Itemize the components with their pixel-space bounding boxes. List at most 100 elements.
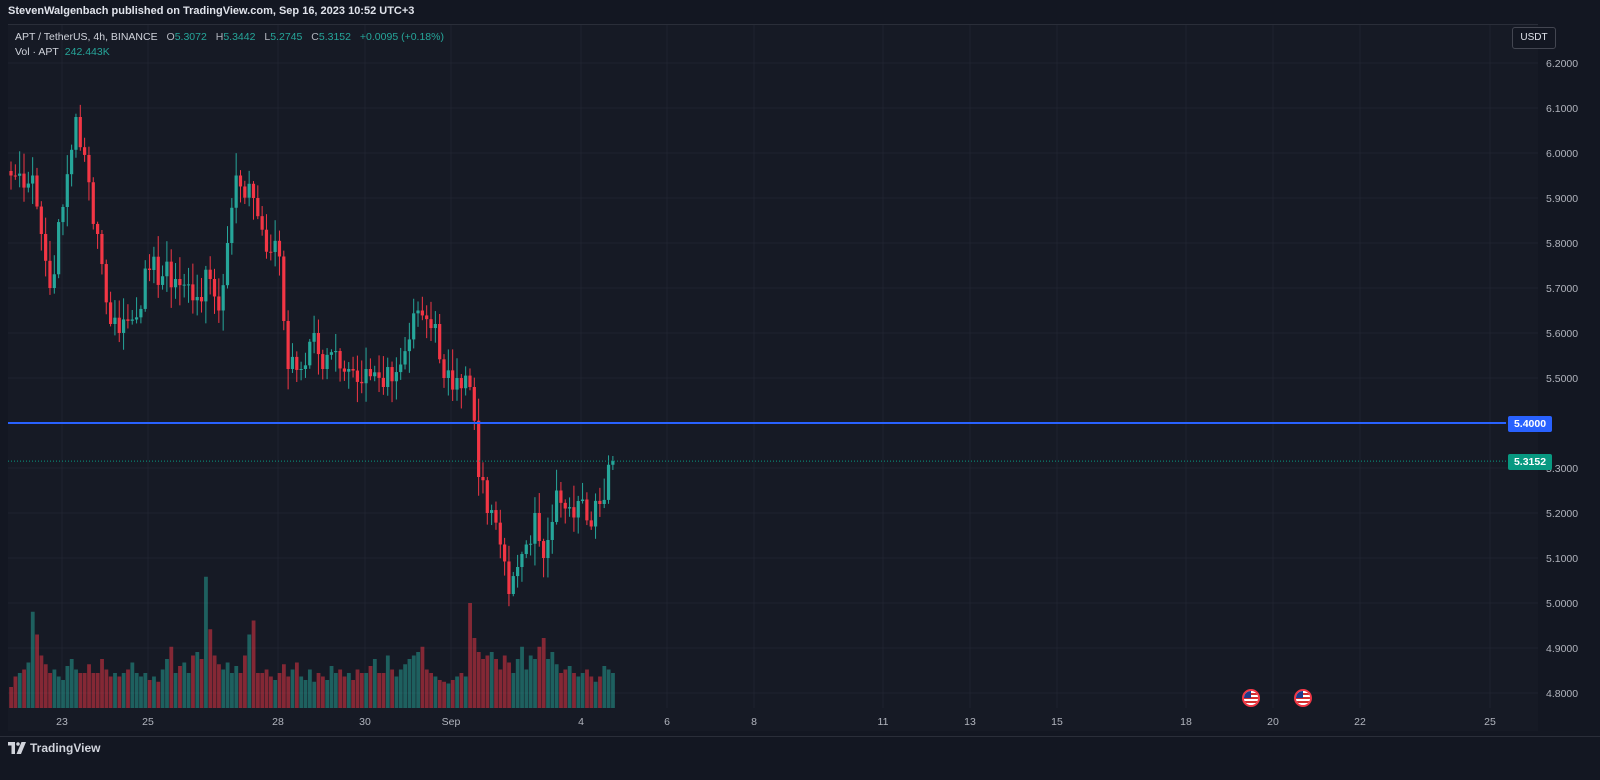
- symbol-label[interactable]: APT / TetherUS, 4h, BINANCE: [15, 31, 158, 43]
- volume-bar: [286, 676, 291, 708]
- volume-bar: [359, 673, 364, 708]
- us-flag-icon[interactable]: [1294, 689, 1312, 707]
- volume-bar: [91, 673, 96, 708]
- volume-bar: [139, 676, 143, 708]
- candle-body: [381, 377, 385, 387]
- candle-body: [420, 310, 424, 316]
- publisher-text: StevenWalgenbach published on TradingVie…: [8, 5, 415, 17]
- candlestick-chart[interactable]: 6.2000 6.1000 6.0000 5.9000 5.8000 5.7000 5.60…: [0, 0, 1600, 736]
- candle-body: [165, 261, 169, 277]
- open-value: 5.3072: [174, 31, 207, 43]
- candle-body: [264, 229, 269, 252]
- y-tick-label: 5.2000: [1546, 508, 1578, 520]
- volume-bar: [498, 669, 503, 708]
- y-tick-label: 5.1000: [1546, 553, 1578, 565]
- y-tick-label: 4.9000: [1546, 643, 1578, 655]
- candle-body: [308, 341, 312, 366]
- tradingview-logo[interactable]: TradingView: [8, 739, 100, 757]
- currency-button[interactable]: USDT: [1512, 27, 1556, 49]
- x-tick-label: 15: [1051, 716, 1063, 728]
- volume-bar: [273, 680, 278, 708]
- candle-body: [104, 264, 108, 303]
- volume-bar: [69, 659, 74, 708]
- volume-bar: [546, 659, 550, 708]
- candle-body: [303, 365, 308, 369]
- x-tick-label: 20: [1267, 716, 1279, 728]
- volume-bar: [463, 676, 468, 708]
- volume-bar: [9, 687, 13, 708]
- candle-body: [464, 375, 468, 389]
- y-tick-label: 5.9000: [1546, 193, 1578, 205]
- us-flag-icon[interactable]: [1242, 689, 1260, 707]
- volume-bar: [364, 673, 369, 708]
- candle-body: [143, 268, 147, 309]
- volume-bar: [303, 680, 308, 708]
- volume-bar: [134, 673, 139, 708]
- candle-body: [230, 207, 234, 243]
- volume-bar: [537, 646, 542, 708]
- volume-bar: [390, 669, 395, 708]
- candle-body: [243, 186, 247, 198]
- candle-body: [195, 297, 199, 301]
- volume-bar: [17, 673, 22, 708]
- volume-bar: [43, 664, 48, 708]
- candle-body: [247, 183, 251, 198]
- candle-body: [386, 367, 390, 387]
- candle-body: [117, 317, 121, 333]
- x-tick-label: 30: [359, 716, 371, 728]
- volume-bar: [398, 669, 403, 708]
- volume-bar: [160, 669, 165, 708]
- candle-body: [178, 279, 182, 286]
- volume-bar: [74, 669, 78, 708]
- volume-bar: [212, 655, 217, 708]
- volume-bar: [511, 673, 516, 708]
- volume-bar: [563, 669, 568, 708]
- candle-body: [537, 513, 541, 542]
- volume-bar: [494, 659, 498, 708]
- x-tick-label: 6: [664, 716, 670, 728]
- volume-bar: [152, 676, 156, 708]
- candle-body: [108, 302, 113, 324]
- volume-bar: [230, 673, 234, 708]
- volume-bar: [113, 673, 117, 708]
- volume-bar: [108, 676, 113, 708]
- candle-body: [589, 520, 593, 527]
- candle-body: [511, 576, 515, 594]
- volume-bar: [585, 669, 589, 708]
- volume-bar: [281, 664, 286, 708]
- candle-body: [113, 317, 117, 324]
- volume-bar: [61, 680, 65, 708]
- volume-bar: [121, 673, 126, 708]
- y-tick-label: 5.7000: [1546, 283, 1578, 295]
- volume-bar: [606, 669, 611, 708]
- y-tick-label: 6.2000: [1546, 58, 1578, 70]
- candle-body: [338, 351, 342, 369]
- candle-body: [277, 240, 282, 257]
- y-tick-label: 5.6000: [1546, 328, 1578, 340]
- volume-bar: [372, 659, 377, 708]
- price-scale[interactable]: [1538, 24, 1600, 730]
- volume-bar: [264, 669, 269, 708]
- volume-bar: [143, 673, 148, 708]
- volume-bar: [346, 673, 351, 708]
- volume-label[interactable]: Vol · APT: [15, 46, 59, 58]
- candle-body: [87, 154, 91, 183]
- candle-body: [273, 240, 277, 252]
- candle-body: [96, 223, 100, 234]
- volume-bar: [455, 676, 459, 708]
- candle-body: [9, 171, 13, 176]
- chart-legend: APT / TetherUS, 4h, BINANCE O5.3072 H5.3…: [15, 30, 444, 60]
- volume-bar: [169, 646, 174, 708]
- y-tick-label: 5.5000: [1546, 373, 1578, 385]
- candle-body: [567, 507, 572, 509]
- volume-bar: [325, 680, 330, 708]
- candle-body: [147, 268, 152, 270]
- candle-body: [74, 117, 78, 150]
- candle-body: [516, 567, 520, 577]
- ohlc-row: APT / TetherUS, 4h, BINANCE O5.3072 H5.3…: [15, 30, 444, 45]
- candle-body: [481, 477, 485, 481]
- candle-body: [130, 319, 134, 321]
- volume-bar: [186, 673, 191, 708]
- candle-body: [394, 372, 398, 382]
- volume-bar: [550, 652, 555, 708]
